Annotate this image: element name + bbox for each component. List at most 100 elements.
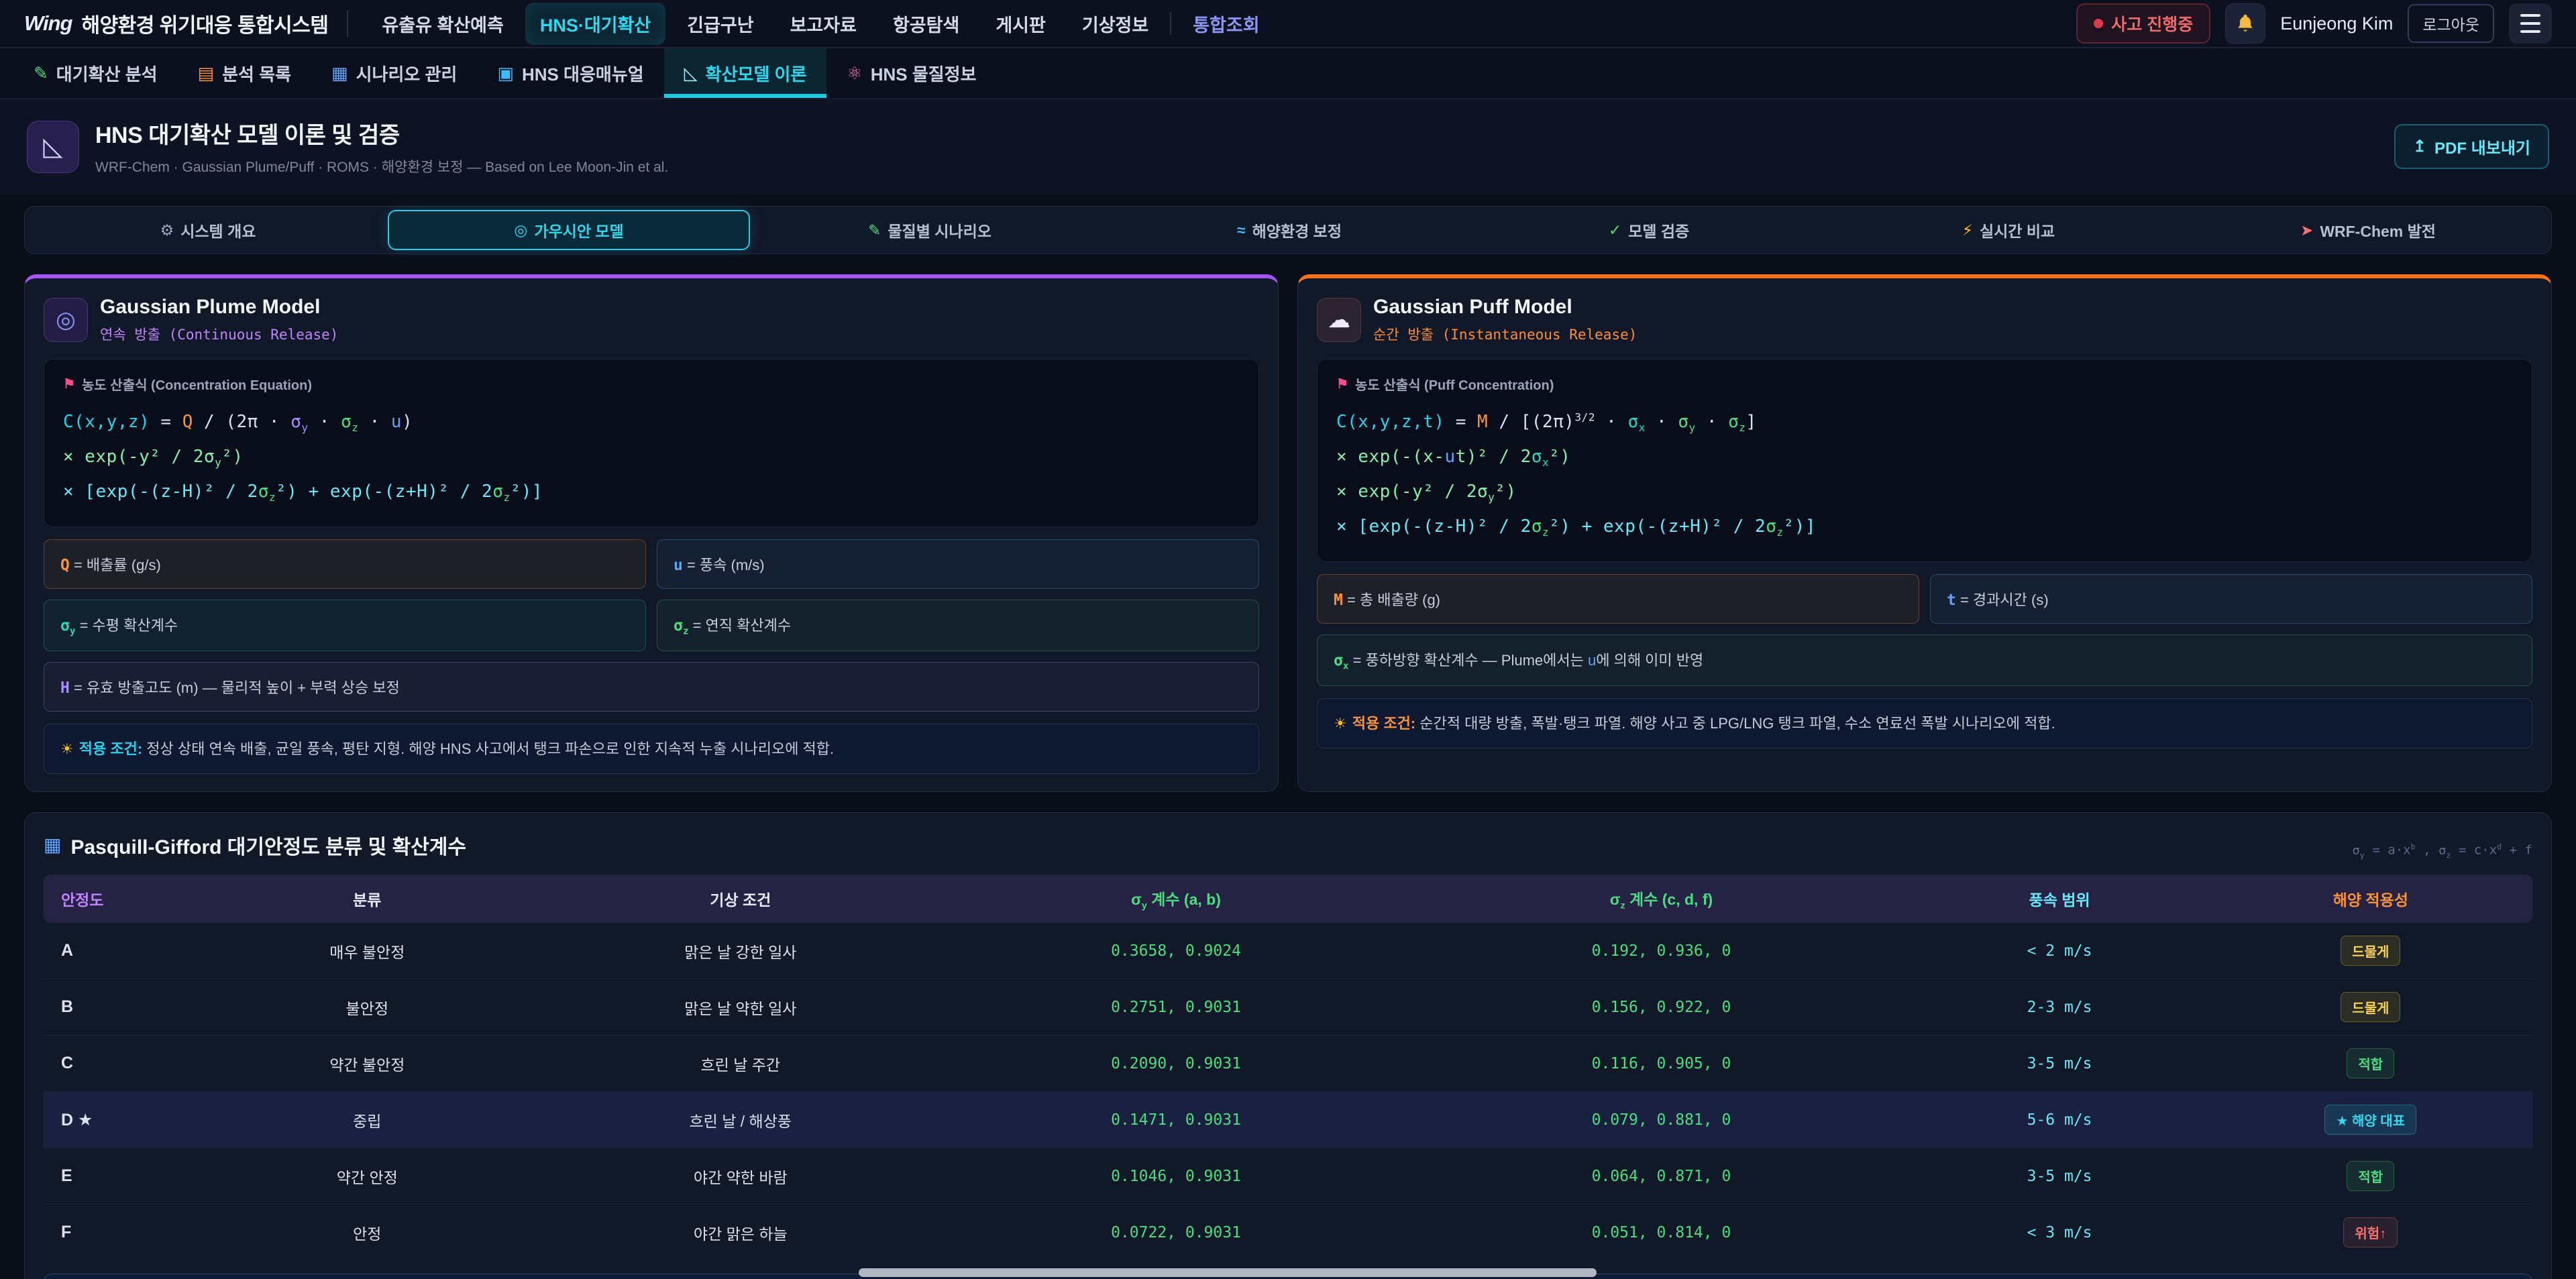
table-row-f: F 안정 야간 맑은 하늘 0.0722, 0.9031 0.051, 0.81… — [44, 1205, 2532, 1260]
param-desc: = 수평 확산계수 — [75, 617, 178, 634]
weather-cell: 맑은 날 약한 일사 — [684, 999, 797, 1017]
col-header-stability: 안정도 — [61, 891, 104, 909]
subtab-label: 시나리오 관리 — [356, 64, 458, 85]
ruler-icon: ◺ — [684, 62, 698, 83]
param-desc: = 배출률 (g/s) — [69, 557, 161, 573]
tab-realtime-comparison[interactable]: ⚡ 실시간 비교 — [1829, 210, 2188, 250]
nav-item-board[interactable]: 게시판 — [996, 15, 1046, 36]
weather-cell: 야간 약한 바람 — [693, 1168, 788, 1186]
class-cell: 중립 — [353, 1112, 382, 1130]
chart-icon: ▦ — [331, 62, 348, 83]
grade-cell: F — [61, 1223, 72, 1242]
puff-card-titles: Gaussian Puff Model 순간 방출 (Instantaneous… — [1373, 296, 1637, 344]
puff-equation-line: × [exp(-(z-H)² / 2σz²) + exp(-(z+H)² / 2… — [1336, 516, 1817, 539]
logout-button[interactable]: 로그아웃 — [2408, 4, 2494, 43]
tab-substance-scenarios[interactable]: ✎ 물질별 시나리오 — [750, 210, 1110, 250]
nav-item-weather[interactable]: 기상정보 — [1081, 15, 1149, 36]
rocket-icon: ➤ — [2300, 221, 2314, 239]
page-ruler-icon: ◺ — [27, 120, 79, 173]
nav-item-aerial-search[interactable]: 항공탐색 — [892, 15, 960, 36]
app-logo[interactable]: Wing 해양환경 위기대응 통합시스템 — [24, 9, 329, 38]
plume-equation-label: ⚑ 농도 산출식 (Concentration Equation) — [63, 374, 1240, 394]
param-sigma-y: σy = 수평 확산계수 — [44, 600, 646, 651]
nav-item-emergency-rescue[interactable]: 긴급구난 — [687, 15, 754, 36]
param-wind-speed: u = 풍속 (m/s) — [657, 539, 1259, 589]
hamburger-bar — [2520, 14, 2540, 17]
puff-equation-line: × exp(-y² / 2σy²) — [1336, 482, 1517, 504]
subtab-scenario-management[interactable]: ▦ 시나리오 관리 — [311, 48, 477, 98]
subtab-label: 분석 목록 — [222, 64, 292, 85]
subtab-diffusion-model-theory[interactable]: ◺ 확산모델 이론 — [663, 48, 827, 98]
col-header-wind: 풍속 범위 — [2029, 891, 2090, 909]
marine-cell: 드물게 — [2209, 979, 2532, 1035]
param-symbol: t — [1947, 592, 1956, 609]
param-sigma-x: σx = 풍하방향 확산계수 — Plume에서는 u에 의해 이미 반영 — [1317, 634, 2532, 686]
tab-model-validation[interactable]: ✓ 모델 검증 — [1469, 210, 1829, 250]
sigma-y-cell: 0.1046, 0.9031 — [1111, 1167, 1241, 1185]
grade-cell: B — [61, 997, 74, 1017]
param-desc: = 경과시간 (s) — [1955, 592, 2049, 608]
puff-equation-label: ⚑ 농도 산출식 (Puff Concentration) — [1336, 374, 2513, 394]
wind-cell: 3-5 m/s — [2027, 1054, 2092, 1072]
param-desc: = 풍하방향 확산계수 — Plume에서는 u에 의해 이미 반영 — [1348, 652, 1704, 669]
weather-cell: 야간 맑은 하늘 — [693, 1225, 788, 1243]
subtab-analysis-list[interactable]: ▤ 분석 목록 — [178, 48, 311, 98]
table-row-a: A 매우 불안정 맑은 날 강한 일사 0.3658, 0.9024 0.192… — [44, 923, 2532, 980]
note-label: 적용 조건: — [1352, 714, 1416, 732]
table-row-c: C 약간 불안정 흐린 날 주간 0.2090, 0.9031 0.116, 0… — [44, 1036, 2532, 1093]
gear-icon: ⚙ — [160, 221, 174, 239]
page-title: HNS 대기확산 모델 이론 및 검증 — [95, 123, 400, 148]
tab-label: 실시간 비교 — [1979, 223, 2055, 240]
tab-gaussian-model[interactable]: ◎ 가우시안 모델 — [388, 210, 750, 250]
cloud-icon: ☁ — [1317, 298, 1361, 342]
table-row-d: D ★ 중립 흐린 날 / 해상풍 0.1471, 0.9031 0.079, … — [44, 1092, 2532, 1149]
puff-equation-line: × exp(-(x-ut)² / 2σx²) — [1336, 447, 1571, 469]
hamburger-bar — [2520, 22, 2540, 25]
tab-label: WRF-Chem 발전 — [2320, 223, 2436, 240]
notification-bell-button[interactable] — [2225, 3, 2266, 44]
equation-label-text: 농도 산출식 (Puff Concentration) — [1354, 378, 1554, 393]
wind-cell: < 2 m/s — [2027, 942, 2092, 960]
tab-system-overview[interactable]: ⚙ 시스템 개요 — [28, 210, 388, 250]
main-nav: 유출유 확산예측 HNS·대기확산 긴급구난 보고자료 항공탐색 게시판 기상정… — [367, 2, 2057, 45]
param-desc: = 연직 확산계수 — [688, 617, 792, 634]
puff-parameter-grid: M = 총 배출량 (g) t = 경과시간 (s) σx = 풍하방향 확산계… — [1317, 574, 2532, 686]
plume-card-title: Gaussian Plume Model — [100, 296, 321, 318]
wind-cell: 2-3 m/s — [2027, 998, 2092, 1016]
equation-label-text: 농도 산출식 (Concentration Equation) — [81, 378, 313, 393]
nav-item-reports[interactable]: 보고자료 — [790, 15, 857, 36]
top-header: Wing 해양환경 위기대응 통합시스템 유출유 확산예측 HNS·대기확산 긴… — [0, 0, 2576, 48]
param-effective-height: H = 유효 방출고도 (m) — 물리적 높이 + 부력 상승 보정 — [44, 661, 1259, 712]
plume-equation-block: ⚑ 농도 산출식 (Concentration Equation) C(x,y,… — [44, 359, 1259, 527]
tab-label: 해양환경 보정 — [1252, 223, 1342, 240]
hamburger-menu-button[interactable] — [2509, 3, 2552, 44]
nav-item-oil-spill[interactable]: 유출유 확산예측 — [382, 15, 504, 36]
class-cell: 약간 안정 — [336, 1168, 398, 1186]
pin-icon: ⚑ — [1336, 377, 1348, 392]
subtab-hns-substance-info[interactable]: ⚛ HNS 물질정보 — [826, 48, 996, 98]
plume-card-titles: Gaussian Plume Model 연속 방출 (Continuous R… — [100, 296, 338, 344]
nav-item-integrated-search[interactable]: 통합조회 — [1193, 15, 1260, 36]
subtab-hns-manual[interactable]: ▣ HNS 대응매뉴얼 — [477, 48, 663, 98]
class-cell: 매우 불안정 — [329, 943, 405, 961]
dna-icon: ⚛ — [847, 62, 863, 83]
plume-equation-line: C(x,y,z) = Q / (2π · σy · σz · u) — [63, 412, 413, 435]
tab-wrf-chem[interactable]: ➤ WRF-Chem 발전 — [2188, 210, 2548, 250]
param-elapsed-time: t = 경과시간 (s) — [1930, 574, 2532, 624]
plume-card-subtitle: 연속 방출 (Continuous Release) — [100, 327, 339, 343]
nav-item-hns-dispersion[interactable]: HNS·대기확산 — [525, 2, 666, 45]
param-symbol: σz — [674, 617, 689, 637]
subtab-dispersion-analysis[interactable]: ✎ 대기확산 분석 — [13, 48, 178, 98]
page-header: ◺ HNS 대기확산 모델 이론 및 검증 WRF-Chem · Gaussia… — [0, 99, 2576, 194]
sigma-y-cell: 0.2751, 0.9031 — [1111, 998, 1241, 1016]
tab-marine-correction[interactable]: ≈ 해양환경 보정 — [1110, 210, 1469, 250]
sigma-y-cell: 0.2090, 0.9031 — [1111, 1054, 1241, 1072]
spiral-icon: ◎ — [514, 221, 528, 239]
pdf-export-button[interactable]: ↥ PDF 내보내기 — [2394, 124, 2549, 169]
gaussian-puff-card: ☁ Gaussian Puff Model 순간 방출 (Instantaneo… — [1297, 274, 2552, 792]
stability-table: 안정도 분류 기상 조건 σy 계수 (a, b) σz 계수 (c, d, f… — [44, 874, 2532, 1261]
param-symbol: H — [60, 679, 70, 697]
horizontal-scrollbar-thumb[interactable] — [859, 1268, 1597, 1277]
subtab-label: 대기확산 분석 — [56, 64, 158, 85]
plume-card-header: ◎ Gaussian Plume Model 연속 방출 (Continuous… — [44, 296, 1259, 344]
